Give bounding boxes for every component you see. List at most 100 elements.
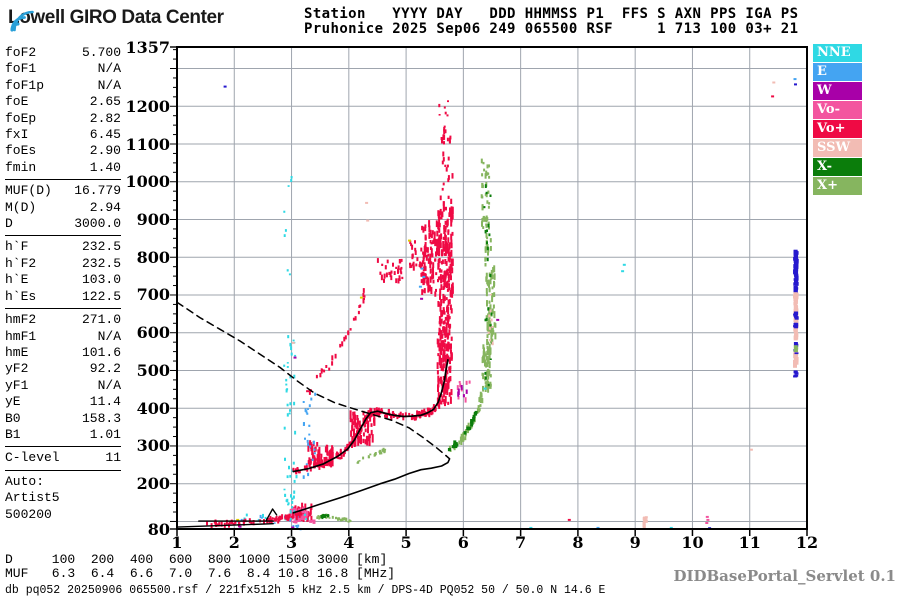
y-tick-label: 700	[136, 285, 170, 305]
param-value: 2.82	[89, 110, 121, 126]
param-row: h`E 103.0	[5, 272, 121, 288]
y-tick-label: 300	[136, 436, 170, 456]
param-value: 158.3	[81, 410, 121, 426]
param-row: M(D) 2.94	[5, 200, 121, 216]
autoscaling-info-line: Artist5	[5, 490, 60, 506]
param-value: 232.5	[81, 239, 121, 255]
param-row: B0 158.3	[5, 411, 121, 427]
y-tick-label: 800	[136, 247, 170, 267]
param-value: 3000.0	[74, 216, 121, 232]
param-label: foE	[5, 94, 29, 110]
x-tick-label: 9	[629, 533, 641, 552]
legend-item-xminus: X-	[813, 158, 862, 176]
y-tick-label: 500	[136, 360, 170, 380]
param-value: 101.6	[81, 344, 121, 360]
muf-row: MUF 6.3 6.4 6.6 7.0 7.6 8.4 10.8 16.8 [M…	[5, 566, 396, 581]
param-value: 271.0	[81, 312, 121, 328]
param-label: yE	[5, 394, 21, 410]
giro-wave-icon	[10, 10, 34, 32]
param-row: foE 2.65	[5, 94, 121, 110]
param-row: yF2 92.2	[5, 361, 121, 377]
station-header-columns: Station YYYY DAY DDD HHMMSS P1 FFS S AXN…	[304, 6, 799, 22]
param-row: foF1 N/A	[5, 61, 121, 77]
param-value: 2.90	[89, 143, 121, 159]
param-label: hmF2	[5, 312, 37, 328]
param-label: B1	[5, 426, 21, 442]
param-row: yE 11.4	[5, 394, 121, 410]
x-tick-label: 10	[681, 533, 704, 552]
lowell-giro-logo: Lowell GIRO Data Center	[8, 7, 224, 32]
x-tick-label: 2	[228, 533, 240, 552]
param-row: yF1 N/A	[5, 378, 121, 394]
y-tick-label: 1000	[125, 172, 170, 192]
param-label: D	[5, 216, 13, 232]
param-label: hmF1	[5, 328, 37, 344]
param-divider	[5, 469, 121, 471]
param-label: foEp	[5, 110, 37, 126]
param-label: h`Es	[5, 288, 37, 304]
param-label: M(D)	[5, 199, 37, 215]
param-value: 232.5	[81, 255, 121, 271]
param-label: foF1	[5, 61, 37, 77]
param-label: yF1	[5, 377, 29, 393]
polarization-legend: NNE E W Vo- Vo+ SSW X- X+	[813, 44, 863, 196]
param-value: 122.5	[81, 288, 121, 304]
y-tick-label: 1357	[125, 37, 170, 57]
legend-item-e: E	[813, 63, 862, 81]
param-label: foF2	[5, 45, 37, 60]
param-row: foEs 2.90	[5, 143, 121, 159]
param-value: 103.0	[81, 272, 121, 288]
x-tick-label: 11	[738, 533, 761, 552]
servlet-watermark: DIDBasePortal_Servlet 0.1	[673, 567, 896, 585]
param-label: C-level	[5, 450, 60, 466]
y-tick-label: 400	[136, 398, 170, 418]
param-value: 6.45	[89, 127, 121, 143]
param-value: 16.779	[74, 183, 121, 199]
param-label: fxI	[5, 127, 29, 143]
x-tick-label: 4	[343, 533, 355, 552]
legend-item-nne: NNE	[813, 44, 862, 62]
param-divider	[5, 235, 121, 237]
param-row: MUF(D) 16.779	[5, 183, 121, 199]
param-row: fmin 1.40	[5, 160, 121, 176]
legend-item-vominus: Vo-	[813, 101, 862, 119]
param-value: 2.65	[89, 94, 121, 110]
x-tick-label: 5	[400, 533, 412, 552]
param-value: 1.01	[89, 426, 121, 442]
param-row: h`F2 232.5	[5, 256, 121, 272]
param-label: B0	[5, 410, 21, 426]
x-tick-label: 6	[457, 533, 469, 552]
param-label: foEs	[5, 143, 37, 159]
autoscaling-info-line: Auto:	[5, 473, 45, 489]
param-label: yF2	[5, 361, 29, 377]
x-tick-label: 8	[572, 533, 584, 552]
param-divider	[5, 179, 121, 181]
y-tick-label: 900	[136, 209, 170, 229]
param-divider	[5, 446, 121, 448]
x-tick-label: 3	[285, 533, 298, 552]
y-tick-label: 1200	[125, 96, 170, 116]
x-tick-label: 1	[171, 533, 183, 552]
parameter-panel: foF2 5.700 foF1 N/A foF1p N/A foE 2.65 foEp 2.82 f…	[5, 45, 121, 523]
file-info: db pq052 20250906 065500.rsf / 221fx512h…	[5, 584, 606, 597]
autoscaling-info-line: 500200	[5, 506, 52, 522]
param-label: MUF(D)	[5, 183, 52, 199]
param-row: D 3000.0	[5, 216, 121, 232]
param-value: 92.2	[89, 361, 121, 377]
param-value: 1.40	[89, 159, 121, 175]
param-row: B1 1.01	[5, 427, 121, 443]
param-value: 11.4	[89, 394, 121, 410]
param-row: foF2 5.700	[5, 45, 121, 61]
y-tick-label: 80	[147, 519, 170, 539]
param-row: hmE 101.6	[5, 345, 121, 361]
param-label: fmin	[5, 159, 37, 175]
legend-item-ssw: SSW	[813, 139, 862, 157]
x-tick-label: 12	[795, 533, 819, 552]
param-label: hmE	[5, 344, 29, 360]
param-row: foEp 2.82	[5, 111, 121, 127]
param-value: N/A	[97, 377, 121, 393]
y-tick-label: 1100	[125, 134, 170, 154]
y-tick-label: 600	[136, 323, 170, 343]
